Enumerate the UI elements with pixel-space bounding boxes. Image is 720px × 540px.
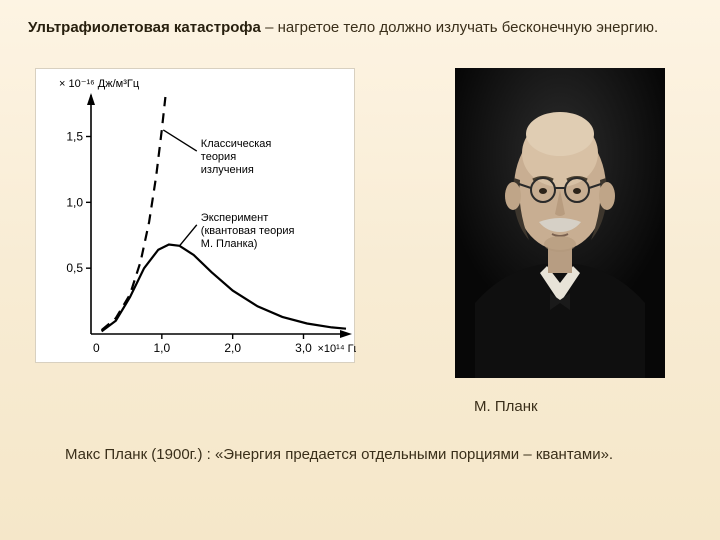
svg-text:0: 0: [93, 341, 100, 355]
svg-text:1,5: 1,5: [66, 130, 83, 144]
svg-text:0,5: 0,5: [66, 261, 83, 275]
planck-quote: Макс Планк (1900г.) : «Энергия предается…: [65, 445, 655, 465]
svg-text:(квантовая теория: (квантовая теория: [201, 225, 295, 237]
svg-text:теория: теория: [201, 151, 236, 163]
svg-text:3,0: 3,0: [295, 341, 312, 355]
svg-text:× 10⁻¹⁶ Дж/м³Гц: × 10⁻¹⁶ Дж/м³Гц: [59, 78, 140, 90]
planck-portrait: [455, 68, 665, 378]
svg-text:1,0: 1,0: [66, 195, 83, 209]
svg-text:М. Планка): М. Планка): [201, 238, 258, 250]
svg-text:излучения: излучения: [201, 164, 254, 176]
svg-text:1,0: 1,0: [153, 341, 170, 355]
svg-text:Классическая: Классическая: [201, 138, 272, 150]
radiation-chart: 0,5 1,0 1,5 0 1,0 2,0 3,0 × 10⁻¹⁶ Дж/м³Гц ×10¹⁴ …: [35, 68, 355, 363]
heading-rest: – нагретое тело должно излучать бесконеч…: [261, 19, 658, 36]
page-heading: Ультрафиолетовая катастрофа – нагретое т…: [28, 18, 692, 38]
svg-text:2,0: 2,0: [224, 341, 241, 355]
svg-text:×10¹⁴ Гц: ×10¹⁴ Гц: [318, 343, 357, 355]
heading-bold: Ультрафиолетовая катастрофа: [28, 19, 261, 36]
svg-text:Эксперимент: Эксперимент: [201, 212, 268, 224]
portrait-caption: М. Планк: [474, 398, 538, 415]
